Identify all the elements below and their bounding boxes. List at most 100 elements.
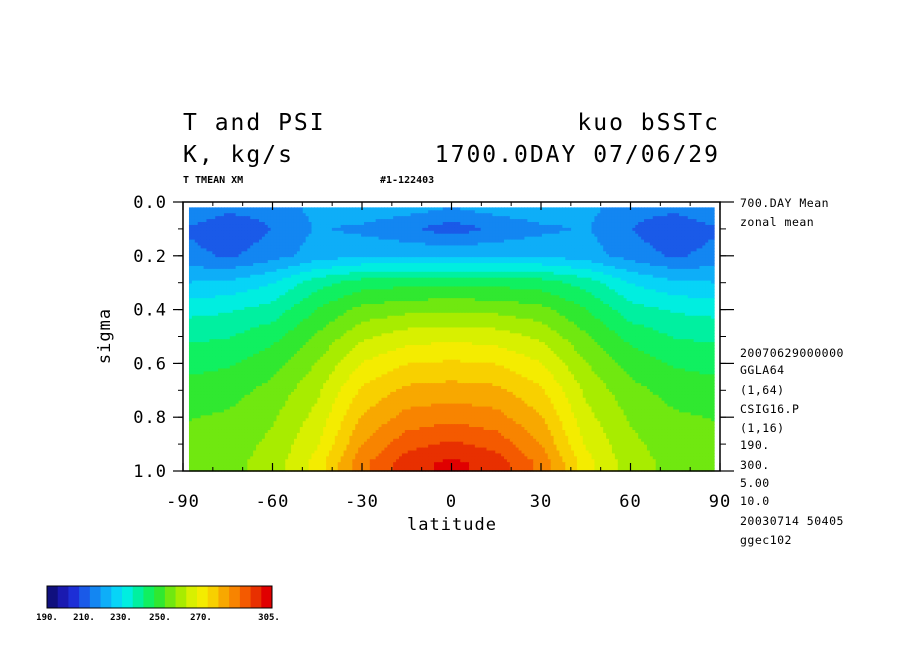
heatmap-cell [413,210,418,214]
heatmap-cell [568,274,572,279]
heatmap-cell [541,286,546,290]
heatmap-cell [256,271,260,276]
heatmap-cell [223,207,228,211]
heatmap-cell [261,219,266,223]
heatmap-cell [515,213,520,217]
heatmap-cell [629,222,633,226]
heatmap-cell [454,245,458,249]
heatmap-cell [495,251,499,255]
heatmap-cell [258,236,263,241]
heatmap-cell [556,277,561,282]
heatmap-cell [518,277,523,282]
heatmap-cell [684,274,689,279]
heatmap-cell [684,213,689,217]
heatmap-cell [244,216,248,220]
heatmap-cell [667,239,671,244]
heatmap-cell [334,257,339,261]
heatmap-cell [495,271,499,276]
heatmap-cell [235,210,240,214]
heatmap-cell [273,227,278,232]
heatmap-cell [699,271,703,276]
heatmap-cell [261,239,266,244]
heatmap-cell [355,277,359,282]
heatmap-cell [492,274,496,279]
heatmap-cell [296,207,301,211]
heatmap-cell [474,286,479,290]
heatmap-cell [425,271,429,276]
heatmap-cell [544,242,549,247]
heatmap-cell [194,248,199,252]
heatmap-cell [556,245,561,249]
heatmap-cell [623,216,628,220]
heatmap-cell [509,274,514,279]
heatmap-cell [684,277,689,282]
heatmap-cell [606,213,610,217]
heatmap-cell [521,265,526,270]
heatmap-cell [576,277,581,282]
heatmap-cell [407,236,412,241]
heatmap-cell [635,224,639,229]
heatmap-cell [504,207,508,211]
heatmap-cell [288,216,292,220]
heatmap-cell [436,236,441,241]
heatmap-cell [457,257,461,261]
heatmap-cell [576,271,581,276]
heatmap-cell [244,227,248,232]
heatmap-cell [317,213,321,217]
heatmap-cell [340,222,345,226]
heatmap-cell [451,265,456,270]
heatmap-cell [524,265,528,270]
heatmap-cell [492,230,496,235]
heatmap-cell [256,263,260,267]
heatmap-cell [223,233,228,238]
heatmap-cell [533,224,537,229]
heatmap-cell [381,286,386,290]
heatmap-cell [591,224,596,229]
heatmap-cell [536,251,540,255]
heatmap-cell [448,280,453,285]
heatmap-cell [200,242,205,247]
heatmap-cell [285,268,289,273]
heatmap-cell [398,245,403,249]
heatmap-cell [690,230,695,235]
heatmap-cell [229,224,234,229]
heatmap-cell [384,260,388,264]
heatmap-cell [434,283,438,288]
heatmap-cell [699,280,703,285]
heatmap-cell [369,213,374,217]
heatmap-cell [687,283,692,288]
heatmap-cell [489,277,493,282]
heatmap-cell [536,224,540,229]
heatmap-cell [296,286,301,290]
heatmap-cell [264,210,269,214]
heatmap-cell [498,236,502,241]
heatmap-cell [576,216,581,220]
heatmap-cell [606,260,610,264]
heatmap-cell [206,230,210,235]
heatmap-cell [603,242,607,247]
heatmap-cell [524,257,528,261]
heatmap-cell [699,283,703,288]
heatmap-cell [264,219,269,223]
heatmap-cell [413,213,418,217]
heatmap-cell [466,222,470,226]
heatmap-cell [611,216,616,220]
heatmap-cell [594,263,598,267]
heatmap-cell [588,248,593,252]
heatmap-cell [273,233,278,238]
heatmap-cell [279,251,283,255]
heatmap-cell [536,277,540,282]
heatmap-cell [696,245,701,249]
heatmap-cell [512,257,517,261]
heatmap-cell [527,254,531,258]
heatmap-cell [393,233,397,238]
heatmap-cell [381,265,386,270]
heatmap-cell [363,257,368,261]
heatmap-cell [282,277,286,282]
heatmap-cell [346,257,351,261]
heatmap-cell [492,242,496,247]
heatmap-cell [623,222,628,226]
heatmap-cell [422,216,426,220]
heatmap-cell [644,283,648,288]
heatmap-cell [358,286,362,290]
